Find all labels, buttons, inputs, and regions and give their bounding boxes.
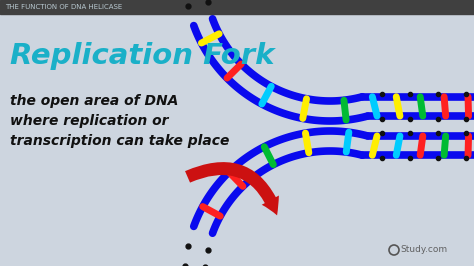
Text: Study.com: Study.com bbox=[400, 246, 447, 255]
Bar bbox=[0, 0, 474, 14]
Text: the open area of DNA
where replication or
transcription can take place: the open area of DNA where replication o… bbox=[10, 94, 229, 148]
Text: Replication Fork: Replication Fork bbox=[10, 42, 274, 70]
FancyArrowPatch shape bbox=[185, 162, 279, 215]
Text: THE FUNCTION OF DNA HELICASE: THE FUNCTION OF DNA HELICASE bbox=[5, 4, 122, 10]
